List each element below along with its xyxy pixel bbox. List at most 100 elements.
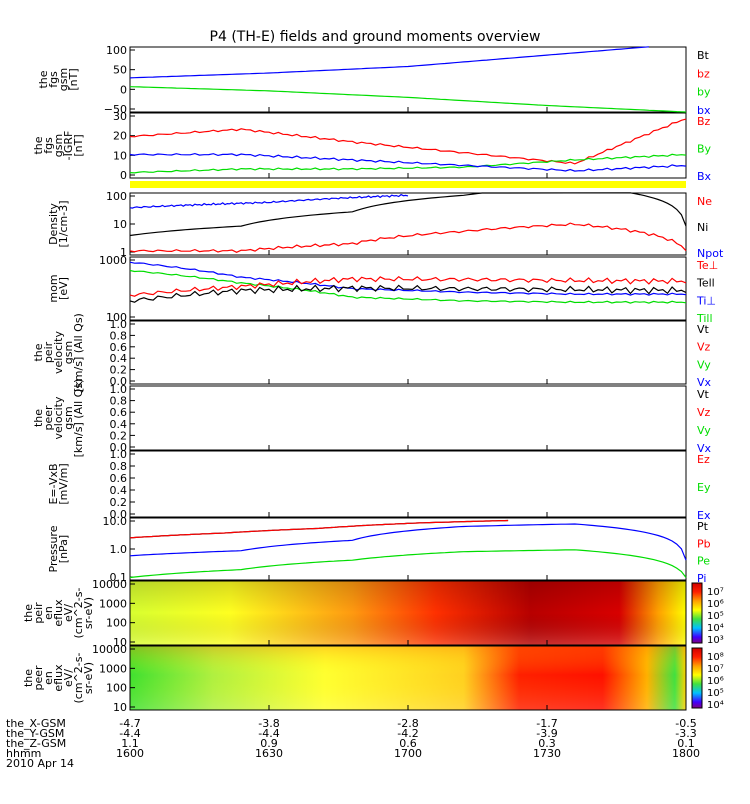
footer-value: -3.8 bbox=[258, 717, 279, 730]
footer-row-label: hhmm bbox=[6, 747, 41, 760]
colorbar-label: 10⁵ bbox=[707, 688, 724, 699]
y-tick-label: 0.6 bbox=[110, 341, 128, 354]
series-line bbox=[129, 519, 509, 539]
y-tick-label: 100 bbox=[106, 311, 127, 324]
spectrogram-shade bbox=[130, 581, 686, 645]
panel-5: 1.00.80.60.40.20.0 thepeirvelocitygsm[km/… bbox=[32, 313, 712, 392]
footer-row-label: the_Z-GSM bbox=[6, 737, 66, 750]
legend-entry: Vt bbox=[697, 323, 710, 336]
legend-entry: Ti⊥ bbox=[696, 294, 716, 307]
y-axis-label: en bbox=[42, 671, 55, 685]
y-axis-label: [nT] bbox=[72, 134, 85, 156]
footer-date: 2010 Apr 14 bbox=[6, 757, 74, 770]
y-tick-label: 0.0 bbox=[110, 508, 128, 521]
y-tick-label: 1000 bbox=[99, 597, 127, 610]
y-tick-label: 0.8 bbox=[110, 329, 128, 342]
y-tick-label: 0 bbox=[120, 169, 127, 182]
y-axis-label: Density bbox=[47, 203, 60, 245]
colorbar-label: 10⁷ bbox=[707, 587, 724, 598]
y-tick-label: 0.6 bbox=[110, 472, 128, 485]
series-line bbox=[129, 193, 409, 209]
y-axis-label: [nT] bbox=[67, 68, 80, 90]
y-tick-label: 1000 bbox=[99, 662, 127, 675]
y-tick-label: 0.0 bbox=[110, 441, 128, 454]
y-tick-label: 1 bbox=[120, 246, 127, 259]
y-tick-label: 1.0 bbox=[110, 448, 128, 461]
y-tick-label: 1.0 bbox=[110, 383, 128, 396]
legend-entry: Ey bbox=[697, 481, 711, 494]
legend-entry: Vy bbox=[697, 424, 711, 437]
footer-value: -1.7 bbox=[536, 717, 557, 730]
y-axis-label: [km/s] (All Qs) bbox=[72, 313, 85, 392]
y-axis-label: gsm bbox=[62, 341, 75, 364]
y-axis-label: fgs bbox=[42, 137, 55, 154]
panel-frame bbox=[129, 320, 687, 385]
figure-title: P4 (TH-E) fields and ground moments over… bbox=[210, 29, 541, 45]
y-axis-label: peir bbox=[42, 341, 55, 363]
series-line bbox=[129, 86, 687, 113]
footer-value: 1800 bbox=[672, 747, 700, 760]
y-axis-label: the bbox=[22, 669, 35, 687]
y-tick-label: 0.2 bbox=[110, 496, 128, 509]
colorbar-label: 10⁴ bbox=[707, 700, 724, 711]
y-axis-label: E=-VxB bbox=[47, 463, 60, 504]
legend-entry: Bt bbox=[697, 49, 710, 62]
y-axis-label: the bbox=[37, 70, 50, 88]
y-axis-label: fgs bbox=[47, 71, 60, 88]
y-tick-label: 10 bbox=[113, 636, 127, 649]
y-axis-label: eflux bbox=[52, 599, 65, 627]
y-axis-label: [mV/m] bbox=[57, 463, 70, 504]
footer-value: -4.7 bbox=[119, 717, 140, 730]
legend-entry: Vz bbox=[697, 406, 711, 419]
colorbar-label: 10³ bbox=[707, 635, 724, 646]
y-axis-label: the bbox=[32, 409, 45, 427]
legend-entry: Vx bbox=[697, 376, 712, 389]
y-tick-label: 0.6 bbox=[110, 406, 128, 419]
colorbar-label: 10⁶ bbox=[707, 676, 724, 687]
footer-value: 1700 bbox=[394, 747, 422, 760]
footer-value: 1730 bbox=[533, 747, 561, 760]
y-tick-label: 100 bbox=[106, 617, 127, 630]
panel-frame bbox=[129, 192, 687, 256]
footer-value: -4.2 bbox=[397, 727, 418, 740]
y-tick-label: 0.8 bbox=[110, 460, 128, 473]
legend-entry: Bz bbox=[697, 115, 711, 128]
y-tick-label: 50 bbox=[113, 64, 127, 77]
y-axis-label: peer bbox=[42, 405, 55, 431]
y-tick-label: 1000 bbox=[99, 254, 127, 267]
y-tick-label: 0.2 bbox=[110, 429, 128, 442]
y-tick-label: 10000 bbox=[92, 578, 127, 591]
panel-frame bbox=[129, 450, 687, 518]
footer-value: 1600 bbox=[116, 747, 144, 760]
footer-value: -4.4 bbox=[258, 727, 279, 740]
y-tick-label: 100 bbox=[106, 682, 127, 695]
footer-value: 1630 bbox=[255, 747, 283, 760]
colorbar bbox=[691, 582, 703, 644]
footer-row-label: the_Y-GSM bbox=[6, 727, 64, 740]
legend-entry: Pi bbox=[697, 572, 706, 585]
y-axis-label: (cm^2-s- bbox=[72, 653, 85, 704]
legend-entry: Ne bbox=[697, 195, 712, 208]
colorbar-label: 10⁶ bbox=[707, 599, 724, 610]
legend-entry: by bbox=[697, 86, 711, 99]
y-tick-label: 0.1 bbox=[110, 571, 128, 584]
data-gap-strip bbox=[130, 181, 686, 188]
panel-4: 1000 100 mom[eV] Te⊥ Tell Ti⊥ Till bbox=[47, 254, 718, 325]
y-axis-label: the bbox=[22, 604, 35, 622]
y-tick-label: 0 bbox=[120, 83, 127, 96]
colorbar-label: 10⁴ bbox=[707, 623, 724, 634]
y-axis-label: en bbox=[42, 606, 55, 620]
series-line bbox=[129, 269, 687, 304]
y-axis-label: eflux bbox=[52, 664, 65, 692]
legend-entry: Pe bbox=[697, 555, 710, 568]
y-axis-label: gsm bbox=[62, 406, 75, 429]
y-axis-label: eV/ bbox=[62, 604, 75, 622]
y-tick-label: 0.4 bbox=[110, 352, 128, 365]
legend-entry: Ez bbox=[697, 453, 710, 466]
legend-entry: Vx bbox=[697, 442, 712, 455]
series-line bbox=[129, 275, 687, 297]
